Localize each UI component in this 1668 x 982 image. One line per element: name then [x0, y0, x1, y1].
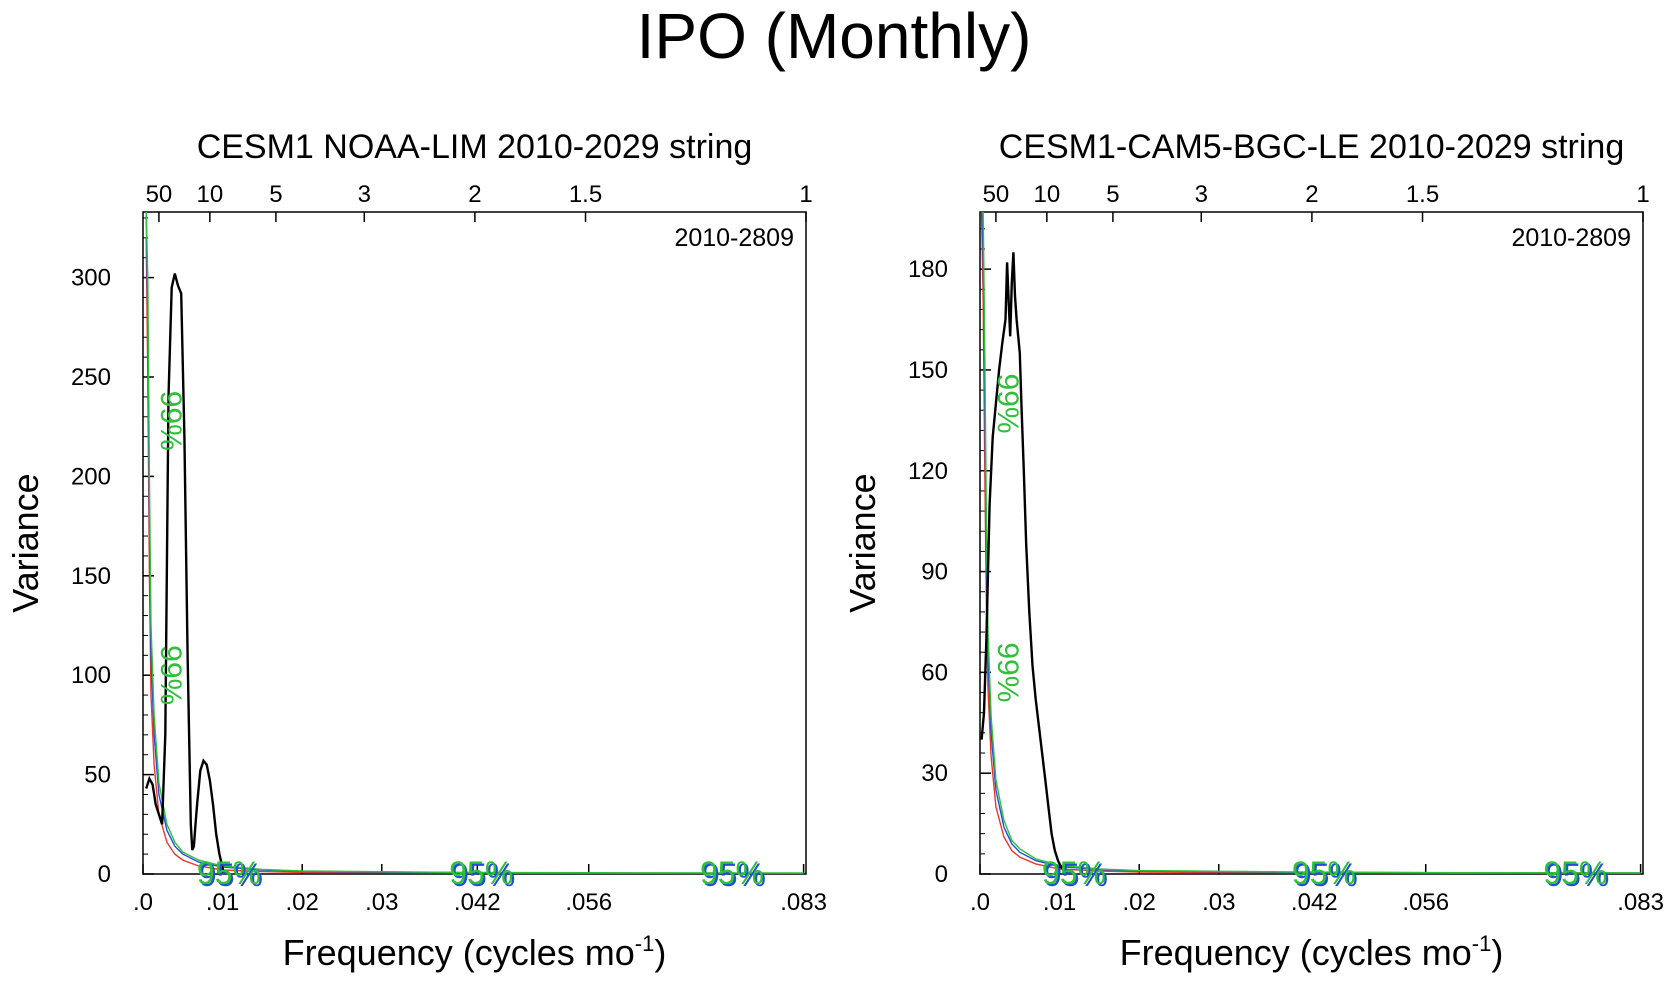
sig-label-95: 95% — [449, 855, 513, 891]
sig-label-95-shadow: 95% — [1044, 857, 1108, 893]
y-tick-label: 250 — [71, 364, 111, 391]
sig-label-95: 95% — [700, 855, 764, 891]
figure-title: IPO (Monthly) — [637, 0, 1032, 72]
sig-label-95: 95% — [197, 855, 261, 891]
sig-label-95: 95% — [1292, 855, 1356, 891]
sig-label-95: 95% — [1042, 855, 1106, 891]
y-tick-label: 0 — [98, 861, 111, 888]
period-annotation: 2010-2809 — [1511, 224, 1631, 252]
y-axis-label: Variance — [5, 473, 46, 612]
top-tick-label: 1.5 — [569, 181, 602, 208]
x-tick-label: .03 — [365, 889, 398, 916]
y-tick-label: 150 — [71, 563, 111, 590]
top-tick-label: 1.5 — [1406, 181, 1439, 208]
sig-label-95-shadow: 95% — [451, 857, 515, 893]
sig-label-99: 99% — [991, 374, 1024, 434]
panel-title: CESM1 NOAA-LIM 2010-2029 string — [197, 128, 753, 166]
plot-frame — [979, 211, 1644, 875]
sig-label-99: 99% — [154, 391, 187, 451]
top-tick-label: 50 — [983, 181, 1010, 208]
top-tick-label: 50 — [146, 181, 173, 208]
y-tick-label: 60 — [921, 659, 948, 686]
x-axis-label: Frequency (cycles mo-1) — [283, 931, 667, 973]
y-axis-label: Variance — [842, 473, 883, 612]
series-line-blue — [980, 212, 1641, 874]
x-tick-label: .0 — [970, 889, 990, 916]
sig-label-95: 95% — [1543, 855, 1607, 891]
x-tick-label: .083 — [1617, 889, 1664, 916]
top-tick-label: 5 — [269, 181, 282, 208]
plot-frame — [142, 211, 807, 875]
left-panel: CESM1 NOAA-LIM 2010-2029 string 2010-2809… — [5, 128, 827, 973]
sig-label-95-shadow: 95% — [199, 857, 263, 893]
panel-title: CESM1-CAM5-BGC-LE 2010-2029 string — [999, 128, 1624, 166]
top-tick-label: 1 — [799, 181, 812, 208]
y-tick-label: 150 — [908, 357, 948, 384]
top-tick-label: 3 — [358, 181, 371, 208]
top-tick-label: 10 — [197, 181, 224, 208]
sig-label-99: 99% — [991, 642, 1024, 702]
y-tick-label: 200 — [71, 463, 111, 490]
y-tick-label: 300 — [71, 265, 111, 292]
sig-label-99: 99% — [154, 645, 187, 705]
x-tick-label: .01 — [1043, 889, 1076, 916]
top-tick-label: 3 — [1195, 181, 1208, 208]
y-tick-label: 180 — [908, 256, 948, 283]
x-tick-label: .056 — [1402, 889, 1449, 916]
x-tick-label: .056 — [565, 889, 612, 916]
top-tick-label: 2 — [468, 181, 481, 208]
y-tick-label: 50 — [84, 762, 111, 789]
sig-label-95-shadow: 95% — [702, 857, 766, 893]
right-panel: CESM1-CAM5-BGC-LE 2010-2029 string 2010-2… — [842, 128, 1664, 973]
x-tick-label: .042 — [454, 889, 501, 916]
period-annotation: 2010-2809 — [674, 224, 794, 252]
x-tick-label: .02 — [1122, 889, 1155, 916]
top-tick-label: 1 — [1636, 181, 1649, 208]
series-line-red — [980, 212, 1641, 874]
series-line-spectrum — [980, 252, 1069, 874]
x-tick-label: .042 — [1291, 889, 1338, 916]
y-tick-label: 120 — [908, 458, 948, 485]
top-tick-label: 10 — [1034, 181, 1061, 208]
series-line-blue — [145, 212, 804, 874]
x-tick-label: .01 — [206, 889, 239, 916]
sig-label-95-shadow: 95% — [1545, 857, 1609, 893]
top-tick-label: 2 — [1305, 181, 1318, 208]
y-tick-label: 90 — [921, 559, 948, 586]
y-tick-label: 30 — [921, 760, 948, 787]
x-tick-label: .02 — [285, 889, 318, 916]
series-line-green — [145, 212, 804, 874]
y-tick-label: 0 — [935, 861, 948, 888]
series-line-red — [145, 237, 804, 874]
top-tick-label: 5 — [1106, 181, 1119, 208]
y-tick-label: 100 — [71, 662, 111, 689]
series-line-spectrum — [145, 273, 226, 874]
x-tick-label: .03 — [1202, 889, 1235, 916]
x-axis-label: Frequency (cycles mo-1) — [1120, 931, 1504, 973]
series-line-green — [981, 212, 1641, 874]
x-tick-label: .0 — [133, 889, 153, 916]
sig-label-95-shadow: 95% — [1294, 857, 1358, 893]
x-tick-label: .083 — [780, 889, 827, 916]
